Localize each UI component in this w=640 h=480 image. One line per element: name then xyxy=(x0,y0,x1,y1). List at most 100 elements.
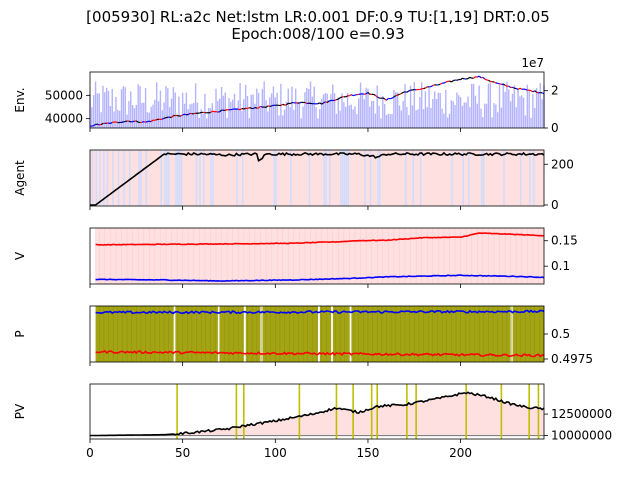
volume-bar xyxy=(289,107,291,128)
panel-background xyxy=(95,228,544,284)
price-segment xyxy=(128,120,132,123)
volume-bar xyxy=(269,97,271,128)
axes-frame xyxy=(89,227,545,285)
volume-bar xyxy=(220,87,223,128)
action-stripe xyxy=(241,150,244,206)
volume-bar xyxy=(291,86,293,128)
price-segment xyxy=(93,123,96,127)
price-segment xyxy=(478,75,482,79)
action-stripe xyxy=(177,150,179,206)
volume-bar xyxy=(396,92,399,128)
volume-bar xyxy=(476,103,478,128)
price-segment xyxy=(254,106,257,109)
volume-bar xyxy=(463,102,466,128)
volume-bar xyxy=(446,117,449,128)
volume-bar xyxy=(156,82,158,128)
volume-bar xyxy=(443,113,445,128)
panel-policy: 0.4975 0.5 P xyxy=(13,305,593,366)
volume-bar xyxy=(367,88,369,128)
price-segment xyxy=(249,107,252,109)
action-stripe xyxy=(529,150,531,206)
price-segment xyxy=(304,101,308,104)
volume-bar xyxy=(420,82,423,128)
volume-bar xyxy=(204,93,206,128)
action-stripe xyxy=(95,150,98,206)
volume-bar xyxy=(487,83,490,128)
volume-bar xyxy=(389,114,391,128)
volume-bar xyxy=(383,104,386,128)
price-segment xyxy=(258,105,261,109)
price-segment xyxy=(97,123,100,126)
price-segment xyxy=(286,102,289,106)
volume-bar xyxy=(356,114,358,128)
price-segment xyxy=(456,78,459,81)
volume-bar xyxy=(378,105,380,128)
price-segment xyxy=(480,76,484,79)
volume-bar xyxy=(419,96,421,128)
volume-bar xyxy=(537,91,540,128)
action-stripe xyxy=(532,150,535,206)
volume-bar xyxy=(137,84,139,128)
volume-bar xyxy=(248,118,251,128)
volume-bar xyxy=(524,115,527,128)
volume-bar xyxy=(363,99,365,128)
price-segment xyxy=(469,76,472,79)
volume-bar xyxy=(350,104,352,128)
volume-bar xyxy=(278,115,280,128)
volume-bar xyxy=(217,100,219,128)
volume-bar xyxy=(500,107,503,128)
y-axis-label: PV xyxy=(13,403,27,419)
volume-bar xyxy=(207,107,210,128)
action-stripe xyxy=(160,150,162,206)
volume-bar xyxy=(285,101,288,128)
price-segment xyxy=(460,77,463,81)
action-stripe xyxy=(451,150,453,206)
volume-bar xyxy=(404,84,406,128)
price-segment xyxy=(462,77,465,80)
volume-bar xyxy=(243,99,245,128)
volume-bar xyxy=(133,108,136,128)
volume-bar xyxy=(485,103,488,128)
volume-bar xyxy=(154,99,156,128)
price-segment xyxy=(488,79,491,82)
volume-bar xyxy=(300,118,302,128)
volume-bar xyxy=(298,102,301,128)
volume-bar xyxy=(541,99,543,128)
volume-bar xyxy=(456,92,458,128)
volume-bar xyxy=(408,115,410,128)
action-stripe xyxy=(102,150,105,206)
volume-bar xyxy=(304,92,306,128)
volume-bar xyxy=(459,97,462,128)
volume-bar xyxy=(513,85,516,128)
action-stripe xyxy=(364,150,366,206)
chart-title-line1: [005930] RL:a2c Net:lstm LR:0.001 DF:0.9… xyxy=(86,8,550,26)
y2-tick-label: 2 xyxy=(551,84,559,98)
volume-bar xyxy=(183,103,186,128)
volume-bar xyxy=(489,82,491,128)
volume-bar xyxy=(343,102,345,128)
volume-bar xyxy=(471,83,473,128)
volume-bar xyxy=(165,86,167,128)
volume-bar xyxy=(181,92,184,128)
price-segment xyxy=(425,86,428,89)
y-tick-label: 12500000 xyxy=(551,407,612,421)
volume-bar xyxy=(502,83,504,128)
price-segment xyxy=(199,111,202,114)
volume-bar xyxy=(109,106,112,128)
volume-bar xyxy=(472,83,475,128)
price-segment xyxy=(445,80,448,83)
value-line-1 xyxy=(95,274,545,282)
volume-bar xyxy=(213,110,215,128)
volume-bar xyxy=(337,97,340,128)
volume-bar xyxy=(465,102,467,128)
action-stripe xyxy=(112,150,114,206)
volume-bar xyxy=(534,107,536,128)
volume-bar xyxy=(432,99,434,128)
volume-bar xyxy=(139,86,141,128)
action-stripe xyxy=(343,150,346,206)
volume-bar xyxy=(265,100,267,128)
volume-bar xyxy=(480,108,482,128)
volume-bar xyxy=(254,103,256,128)
action-stripe xyxy=(412,150,414,206)
price-segment xyxy=(325,101,328,104)
